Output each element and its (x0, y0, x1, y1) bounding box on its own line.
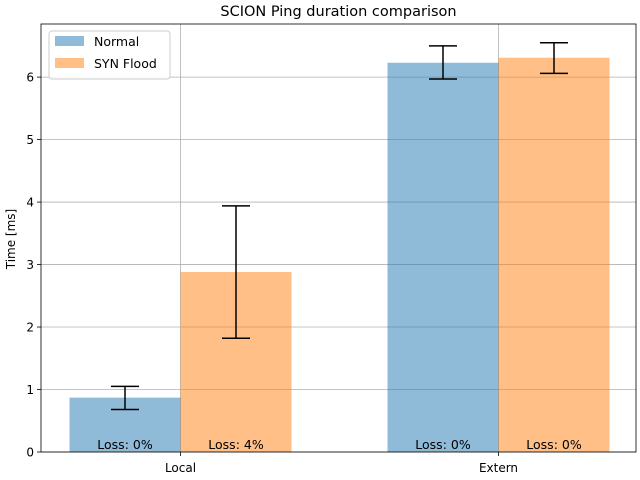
y-tick-label: 0 (26, 446, 34, 460)
legend-label: SYN Flood (94, 56, 157, 71)
loss-label: Loss: 0% (526, 437, 582, 452)
plot-frame (40, 23, 637, 453)
legend-label: Normal (94, 34, 139, 49)
chart-title: SCION Ping duration comparison (220, 4, 456, 20)
error-bars (111, 41, 568, 411)
y-axis-label: Time [ms] (4, 209, 18, 271)
loss-label: Loss: 0% (97, 437, 153, 452)
legend-swatch (55, 58, 84, 68)
data-labels: Loss: 0% Loss: 0% Loss: 4% Loss: 0% (97, 437, 582, 452)
legend-swatch (55, 36, 84, 46)
x-tick-label: Extern (479, 461, 518, 475)
x-tick-label: Local (165, 461, 196, 475)
y-tick-label: 1 (26, 383, 34, 397)
y-tick-label: 5 (26, 133, 34, 147)
axes: 0 1 2 3 4 5 6 Local Extern (26, 23, 637, 475)
bar (387, 62, 499, 453)
y-tick-label: 6 (26, 71, 34, 85)
bars (69, 57, 610, 453)
loss-label: Loss: 4% (208, 437, 264, 452)
bar (498, 57, 610, 453)
loss-label: Loss: 0% (415, 437, 471, 452)
legend: Normal SYN Flood (48, 30, 171, 80)
y-tick-label: 3 (26, 258, 34, 272)
y-tick-label: 4 (26, 196, 34, 210)
y-tick-label: 2 (26, 321, 34, 335)
